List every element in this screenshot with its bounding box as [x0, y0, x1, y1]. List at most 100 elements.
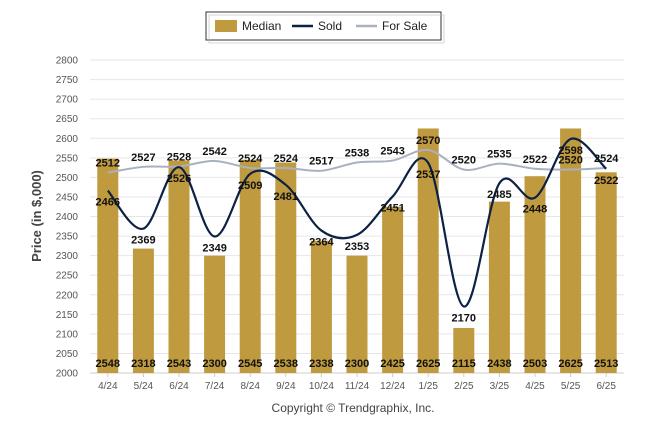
- for-sale-value-label: 2535: [487, 149, 511, 161]
- y-tick-label: 2150: [56, 310, 79, 321]
- sold-value-label: 2537: [416, 169, 440, 181]
- legend-shadow: [208, 14, 445, 44]
- x-tick-label: 4/24: [98, 381, 118, 392]
- y-tick-label: 2750: [56, 75, 79, 86]
- y-tick-label: 2500: [56, 173, 79, 184]
- copyright-text: Copyright © Trendgraphix, Inc.: [272, 401, 435, 415]
- x-tick-label: 3/25: [490, 381, 510, 392]
- y-tick-label: 2200: [56, 290, 79, 301]
- y-tick-label: 2250: [56, 271, 79, 282]
- for-sale-value-label: 2520: [558, 155, 582, 167]
- sold-value-label: 2598: [558, 145, 582, 157]
- sold-value-label: 2485: [487, 189, 511, 201]
- x-tick-label: 12/24: [380, 381, 405, 392]
- sold-value-label: 2481: [274, 191, 298, 203]
- for-sale-value-label: 2528: [167, 151, 191, 163]
- bar-value-label: 2513: [594, 358, 618, 370]
- x-tick-label: 7/24: [205, 381, 225, 392]
- bar-median: [310, 240, 332, 373]
- for-sale-value-label: 2520: [452, 155, 476, 167]
- for-sale-value-label: 2517: [309, 156, 333, 168]
- y-axis: 2000 2050 2100 2150 2200 2250 2300 2350 2400 2450…: [56, 56, 79, 380]
- sold-value-label: 2448: [523, 204, 547, 216]
- y-tick-label: 2050: [56, 349, 79, 360]
- bar-value-label: 2625: [416, 358, 440, 370]
- legend-label-sold: Sold: [318, 19, 342, 33]
- x-tick-label: 6/25: [596, 381, 616, 392]
- sold-value-label: 2451: [380, 203, 404, 215]
- for-sale-value-label: 2524: [274, 153, 299, 165]
- legend-box: [205, 11, 442, 41]
- for-sale-value-label: 2527: [131, 152, 155, 164]
- bar-value-label: 2438: [487, 358, 511, 370]
- legend-label-median: Median: [242, 19, 281, 33]
- sold-value-label: 2526: [167, 173, 191, 185]
- sold-value-label: 2466: [96, 197, 120, 209]
- sold-value-label: 2364: [309, 237, 334, 249]
- bar-median: [524, 176, 546, 373]
- x-tick-label: 6/24: [169, 381, 189, 392]
- y-tick-label: 2550: [56, 153, 79, 164]
- y-tick-label: 2650: [56, 114, 79, 125]
- for-sale-value-label: 2570: [416, 135, 440, 147]
- for-sale-value-label: 2524: [594, 153, 619, 165]
- bar-value-label: 2503: [523, 358, 547, 370]
- y-tick-label: 2400: [56, 212, 79, 223]
- bar-median: [239, 159, 261, 373]
- bar-series-median: [97, 128, 617, 373]
- for-sale-value-label: 2542: [202, 146, 226, 158]
- y-tick-label: 2700: [56, 95, 79, 106]
- line-sold: [106, 137, 607, 308]
- bar-median: [488, 201, 510, 373]
- x-tick-label: 5/24: [134, 381, 154, 392]
- bar-median: [382, 206, 404, 373]
- y-tick-label: 2450: [56, 192, 79, 203]
- y-tick-label: 2600: [56, 134, 79, 145]
- x-tick-label: 2/25: [454, 381, 474, 392]
- x-tick-label: 4/25: [525, 381, 545, 392]
- y-tick-label: 2100: [56, 329, 79, 340]
- sold-value-label: 2349: [202, 242, 226, 254]
- data-labels: 2548 2318 2543 2300 2545 2538 2338 2300 2425 2625…: [96, 135, 620, 370]
- bar-value-label: 2425: [380, 358, 404, 370]
- bar-value-label: 2338: [309, 358, 333, 370]
- y-tick-label: 2350: [56, 232, 79, 243]
- y-axis-label: Price (in $,000): [29, 170, 44, 262]
- sold-value-label: 2509: [238, 180, 262, 192]
- legend-label-for-sale: For Sale: [382, 19, 428, 33]
- for-sale-value-label: 2524: [238, 153, 263, 165]
- x-tick-label: 1/25: [418, 381, 438, 392]
- line-series: [106, 137, 607, 308]
- bar-value-label: 2318: [131, 358, 155, 370]
- x-tick-label: 5/25: [561, 381, 581, 392]
- sold-value-label: 2353: [345, 241, 369, 253]
- bar-median: [595, 172, 617, 373]
- bar-value-label: 2538: [274, 358, 298, 370]
- sold-value-label: 2522: [594, 175, 618, 187]
- bar-value-label: 2300: [202, 358, 226, 370]
- for-sale-value-label: 2538: [345, 148, 369, 160]
- bar-median: [275, 162, 297, 373]
- bar-median: [417, 128, 439, 373]
- sold-value-label: 2170: [452, 312, 476, 324]
- bar-value-label: 2300: [345, 358, 369, 370]
- x-tick-label: 10/24: [309, 381, 334, 392]
- bar-value-label: 2548: [96, 358, 120, 370]
- x-axis: 4/24 5/24 6/24 7/24 8/24 9/24 10/24 11/24 12/24 1…: [98, 373, 616, 392]
- y-tick-label: 2300: [56, 251, 79, 262]
- legend: Median Sold For Sale: [205, 11, 445, 44]
- x-tick-label: 9/24: [276, 381, 296, 392]
- bar-value-label: 2545: [238, 358, 262, 370]
- bar-value-label: 2115: [452, 358, 476, 370]
- line-for-sale: [107, 148, 607, 174]
- x-tick-label: 8/24: [240, 381, 260, 392]
- bar-median: [97, 158, 119, 373]
- for-sale-value-label: 2543: [380, 146, 404, 158]
- bar-value-label: 2625: [558, 358, 582, 370]
- bar-median: [168, 160, 190, 373]
- bar-median: [346, 255, 368, 373]
- y-tick-label: 2000: [56, 369, 79, 380]
- sold-value-label: 2369: [131, 235, 155, 247]
